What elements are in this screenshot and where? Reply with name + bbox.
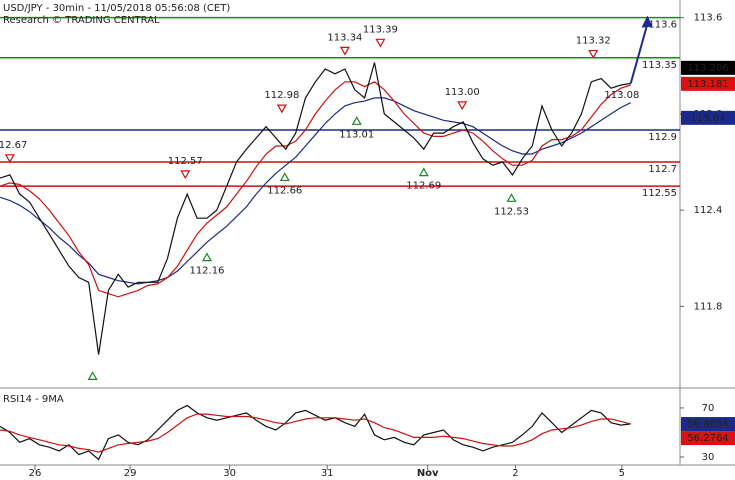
x-tick-label: 5 bbox=[619, 468, 625, 479]
high-marker bbox=[180, 170, 191, 180]
x-tick-label: 29 bbox=[124, 468, 137, 479]
low-marker bbox=[506, 193, 517, 202]
price-panel: 113.6 113.35 112.9 112.7 112.55 112.67 112.57 1… bbox=[0, 15, 680, 395]
chart-title: USD/JPY - 30min - 11/05/2018 05:56:08 (C… bbox=[3, 3, 230, 14]
annotation-label: 112.57 bbox=[168, 156, 203, 167]
rsi-title: RSI14 - 9MA bbox=[3, 394, 64, 405]
price-badge bbox=[681, 431, 735, 446]
low-marker bbox=[201, 252, 212, 262]
high-marker bbox=[375, 38, 386, 48]
level-label: 112.9 bbox=[648, 132, 677, 143]
ma-label: 113.08 bbox=[604, 90, 639, 101]
x-tick-label: 2 bbox=[512, 468, 518, 479]
annotation-label: 113.34 bbox=[327, 32, 362, 43]
series-line bbox=[0, 62, 631, 355]
forecast-arrow bbox=[629, 23, 649, 84]
high-marker bbox=[4, 154, 15, 164]
y-tick-label: 111.8 bbox=[694, 301, 723, 312]
annotation-label: 113.39 bbox=[363, 24, 398, 35]
high-marker bbox=[276, 104, 287, 114]
level-label: 113.6 bbox=[648, 20, 677, 31]
annotation-label: 112.69 bbox=[406, 181, 441, 192]
overlay: 26293031Nov25113.6113.0112.4111.8113.206… bbox=[29, 13, 735, 479]
price-badge-label: 56.8654 bbox=[687, 419, 728, 430]
high-marker bbox=[588, 49, 599, 59]
price-badge-label: 113.04 bbox=[691, 113, 726, 124]
annotation-label: 113.00 bbox=[445, 87, 480, 98]
price-badge-label: 113.181 bbox=[687, 79, 728, 90]
price-badge-label: 56.2764 bbox=[687, 433, 728, 444]
annotation-label: 112.66 bbox=[267, 185, 302, 196]
annotation-label: 112.98 bbox=[264, 90, 299, 101]
price-badge bbox=[681, 110, 735, 125]
level-label: 112.55 bbox=[642, 188, 677, 199]
y-tick-label: 112.4 bbox=[694, 205, 723, 216]
annotation-label: 112.16 bbox=[189, 266, 224, 277]
annotation-label: 111.42 bbox=[75, 384, 110, 395]
high-marker bbox=[457, 101, 468, 111]
price-badge bbox=[681, 417, 735, 432]
annotation-label: 112.53 bbox=[494, 206, 529, 217]
price-badge bbox=[681, 60, 735, 75]
chart-subtitle: Research © TRADING CENTRAL bbox=[3, 15, 160, 26]
x-tick-label: 31 bbox=[321, 468, 334, 479]
series-line bbox=[0, 404, 631, 461]
price-badge-label: 113.206 bbox=[687, 63, 728, 74]
annotation-label: 113.01 bbox=[339, 129, 374, 140]
level-label: 113.35 bbox=[642, 60, 677, 71]
forecast-arrowhead bbox=[641, 15, 653, 28]
annotation-label: 112.67 bbox=[0, 140, 27, 151]
rsi-panel bbox=[0, 404, 631, 461]
series-line bbox=[0, 81, 631, 298]
series-line bbox=[0, 413, 631, 453]
x-tick-label: 26 bbox=[29, 468, 42, 479]
x-tick-label: Nov bbox=[417, 468, 439, 479]
annotation-label: 113.32 bbox=[576, 36, 611, 47]
rsi-tick-label: 70 bbox=[702, 403, 715, 414]
low-marker bbox=[418, 167, 429, 177]
y-tick-label: 113.6 bbox=[694, 13, 723, 24]
rsi-tick-label: 30 bbox=[702, 452, 715, 463]
low-marker bbox=[87, 371, 98, 380]
low-marker bbox=[351, 116, 362, 125]
low-marker bbox=[279, 172, 290, 182]
price-badge bbox=[681, 76, 735, 91]
high-marker bbox=[339, 46, 350, 56]
level-label: 112.7 bbox=[648, 164, 677, 175]
x-tick-label: 30 bbox=[223, 468, 236, 479]
